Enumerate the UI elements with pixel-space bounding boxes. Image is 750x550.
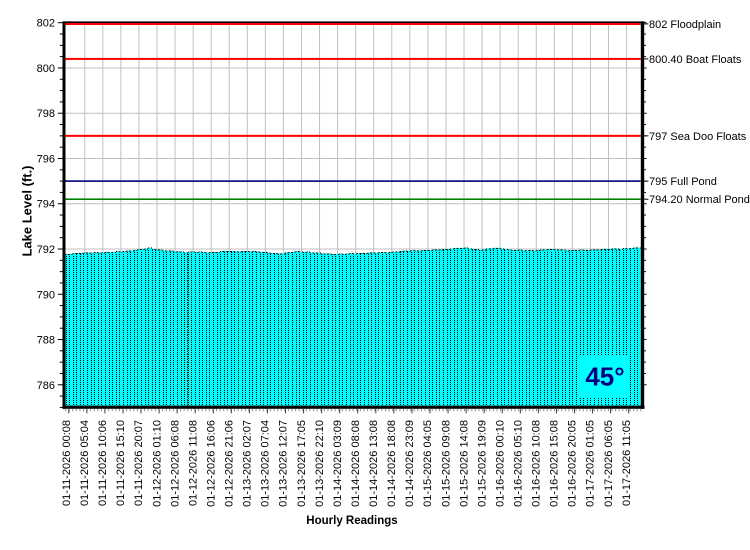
svg-text:01-12-2026 21:06: 01-12-2026 21:06 bbox=[224, 420, 236, 507]
svg-text:790: 790 bbox=[37, 289, 55, 301]
svg-text:01-15-2026 04:05: 01-15-2026 04:05 bbox=[422, 420, 434, 507]
svg-text:01-11-2026 20:07: 01-11-2026 20:07 bbox=[133, 420, 145, 506]
svg-text:01-12-2026 06:08: 01-12-2026 06:08 bbox=[169, 420, 181, 507]
svg-text:01-13-2026 02:07: 01-13-2026 02:07 bbox=[242, 420, 254, 507]
svg-text:795 Full Pond: 795 Full Pond bbox=[649, 176, 717, 188]
svg-text:01-16-2026 10:08: 01-16-2026 10:08 bbox=[531, 420, 543, 507]
svg-text:01-13-2026 22:10: 01-13-2026 22:10 bbox=[314, 420, 326, 507]
svg-text:01-13-2026 17:05: 01-13-2026 17:05 bbox=[296, 420, 308, 507]
svg-text:01-11-2026 05:04: 01-11-2026 05:04 bbox=[79, 420, 91, 506]
svg-text:01-17-2026 01:05: 01-17-2026 01:05 bbox=[585, 420, 597, 507]
svg-text:794.20 Normal Pond: 794.20 Normal Pond bbox=[649, 194, 750, 206]
svg-text:01-15-2026 14:08: 01-15-2026 14:08 bbox=[458, 420, 470, 507]
svg-text:Lake Level (ft.): Lake Level (ft.) bbox=[20, 165, 35, 256]
svg-text:792: 792 bbox=[37, 244, 55, 256]
svg-text:788: 788 bbox=[37, 335, 55, 347]
svg-text:786: 786 bbox=[37, 380, 55, 392]
svg-text:01-14-2026 13:08: 01-14-2026 13:08 bbox=[368, 420, 380, 507]
svg-text:01-11-2026 00:08: 01-11-2026 00:08 bbox=[61, 420, 73, 506]
svg-text:802 Floodplain: 802 Floodplain bbox=[649, 19, 721, 31]
svg-text:01-11-2026 10:06: 01-11-2026 10:06 bbox=[97, 420, 109, 506]
svg-text:Hourly Readings: Hourly Readings bbox=[306, 515, 397, 527]
svg-text:01-15-2026 09:08: 01-15-2026 09:08 bbox=[440, 420, 452, 507]
svg-text:794: 794 bbox=[37, 199, 55, 211]
svg-text:01-12-2026 11:08: 01-12-2026 11:08 bbox=[187, 420, 199, 506]
svg-text:802: 802 bbox=[37, 18, 55, 30]
svg-text:01-16-2026 15:08: 01-16-2026 15:08 bbox=[549, 420, 561, 507]
svg-text:45°: 45° bbox=[585, 362, 624, 392]
svg-text:797 Sea Doo Floats: 797 Sea Doo Floats bbox=[649, 131, 747, 143]
svg-text:01-14-2026 23:09: 01-14-2026 23:09 bbox=[404, 420, 416, 507]
svg-text:01-16-2026 20:05: 01-16-2026 20:05 bbox=[567, 420, 579, 507]
svg-text:01-17-2026 11:05: 01-17-2026 11:05 bbox=[621, 420, 633, 506]
svg-text:796: 796 bbox=[37, 153, 55, 165]
svg-text:01-14-2026 03:09: 01-14-2026 03:09 bbox=[332, 420, 344, 507]
svg-text:01-14-2026 08:08: 01-14-2026 08:08 bbox=[350, 420, 362, 507]
svg-text:798: 798 bbox=[37, 108, 55, 120]
svg-text:01-13-2026 07:04: 01-13-2026 07:04 bbox=[260, 420, 272, 507]
svg-text:01-15-2026 19:09: 01-15-2026 19:09 bbox=[476, 420, 488, 507]
svg-text:01-13-2026 12:07: 01-13-2026 12:07 bbox=[278, 420, 290, 507]
svg-text:01-17-2026 06:05: 01-17-2026 06:05 bbox=[603, 420, 615, 507]
svg-text:01-12-2026 16:06: 01-12-2026 16:06 bbox=[205, 420, 217, 507]
svg-text:01-11-2026 15:10: 01-11-2026 15:10 bbox=[115, 420, 127, 506]
svg-text:01-14-2026 18:08: 01-14-2026 18:08 bbox=[386, 420, 398, 507]
svg-text:800: 800 bbox=[37, 63, 55, 75]
svg-text:01-16-2026 00:10: 01-16-2026 00:10 bbox=[494, 420, 506, 507]
svg-text:01-16-2026 05:10: 01-16-2026 05:10 bbox=[513, 420, 525, 507]
svg-text:01-12-2026 01:10: 01-12-2026 01:10 bbox=[151, 420, 163, 507]
svg-text:800.40 Boat Floats: 800.40 Boat Floats bbox=[649, 54, 742, 66]
